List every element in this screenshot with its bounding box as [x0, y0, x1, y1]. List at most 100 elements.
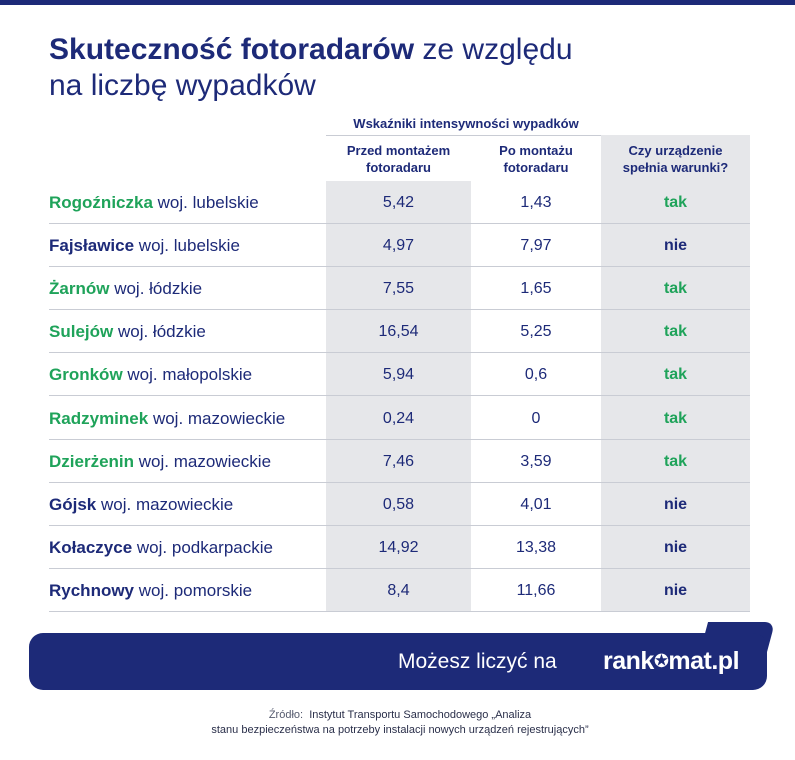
brand-logo: rank✪mat.pl: [603, 647, 740, 675]
town-name: Radzyminek: [49, 408, 149, 428]
town-name: Gójsk: [49, 494, 97, 514]
region-name: woj. podkarpackie: [136, 537, 273, 557]
column-header-condition-l2: spełnia warunki?: [622, 160, 729, 175]
row-divider: [49, 610, 750, 612]
value-before: 4,97: [382, 237, 415, 255]
column-header-after-l2: fotoradaru: [503, 160, 569, 175]
table-row: Kołaczyce woj. podkarpackie 14,92 13,38 nie: [49, 526, 750, 569]
town-name: Dzierżenin: [49, 451, 135, 471]
town-name: Gronków: [49, 365, 123, 385]
table-row: Żarnów woj. łódzkie 7,55 1,65 tak: [49, 267, 750, 311]
meets-conditions: nie: [663, 581, 688, 599]
column-header-condition-l1: Czy urządzenie: [628, 143, 723, 158]
row-divider: [49, 309, 750, 311]
town-cell: Gójsk woj. mazowieckie: [49, 483, 233, 526]
value-before: 8,4: [387, 581, 410, 599]
row-divider: [49, 223, 750, 224]
town-name: Rogoźniczka: [49, 193, 153, 212]
column-header-after: Po montażu fotoradaru: [471, 139, 601, 179]
column-header-before-l2: fotoradaru: [366, 160, 431, 175]
logo-part-a: rank: [603, 647, 654, 675]
meets-conditions: tak: [663, 280, 688, 298]
town-name: Rychnowy: [49, 580, 135, 600]
region-name: woj. łódzkie: [114, 279, 203, 299]
table-row: Sulejów woj. łódzkie 16,54 5,25 tak: [49, 310, 750, 354]
row-divider: [49, 395, 750, 397]
value-before: 7,46: [382, 452, 415, 470]
region-name: woj. mazowieckie: [152, 408, 286, 428]
town-cell: Radzyminek woj. mazowieckie: [49, 397, 285, 440]
group-header-underline: [326, 135, 601, 136]
town-name: Kołaczyce: [49, 537, 133, 557]
column-header-condition: Czy urządzenie spełnia warunki?: [601, 135, 750, 183]
row-divider: [49, 438, 750, 440]
column-header-after-l1: Po montażu: [499, 143, 573, 158]
value-before: 14,92: [378, 538, 419, 556]
row-divider: [49, 567, 750, 569]
meets-conditions: tak: [663, 323, 688, 341]
row-divider: [49, 352, 750, 354]
page-title: Skuteczność fotoradarów ze względu na li…: [49, 32, 769, 104]
table-row: Fajsławice woj. lubelskie 4,97 7,97 nie: [49, 224, 750, 268]
column-header-before: Przed montażem fotoradaru: [326, 139, 471, 179]
value-before: 0,24: [382, 409, 415, 427]
before-column-shading: [326, 181, 471, 612]
meets-conditions: tak: [663, 366, 688, 384]
condition-column-shading: [601, 181, 750, 612]
value-after: 0: [531, 409, 541, 427]
town-cell: Rychnowy woj. pomorskie: [49, 569, 252, 612]
value-before: 5,94: [382, 366, 415, 384]
row-divider: [49, 266, 750, 268]
value-after: 3,59: [520, 452, 552, 470]
town-cell: Fajsławice woj. lubelskie: [49, 224, 240, 267]
region-name: woj. lubelskie: [138, 236, 240, 256]
meets-conditions: nie: [663, 495, 688, 513]
table-row: Gójsk woj. mazowieckie 0,58 4,01 nie: [49, 483, 750, 526]
value-after: 7,97: [520, 237, 552, 255]
value-after: 1,43: [520, 194, 552, 211]
region-name: woj. łódzkie: [117, 322, 206, 342]
table-row: Rychnowy woj. pomorskie 8,4 11,66 nie: [49, 569, 750, 612]
row-divider: [49, 481, 750, 483]
town-cell: Gronków woj. małopolskie: [49, 353, 252, 396]
group-header: Wskaźniki intensywności wypadków: [353, 116, 579, 131]
town-cell: Dzierżenin woj. mazowieckie: [49, 440, 271, 483]
value-after: 1,65: [520, 280, 552, 298]
region-name: woj. lubelskie: [157, 193, 259, 212]
value-after: 5,25: [520, 323, 552, 341]
table-row: Radzyminek woj. mazowieckie 0,24 0 tak: [49, 397, 750, 440]
region-name: woj. pomorskie: [138, 580, 253, 600]
meets-conditions: tak: [663, 194, 688, 211]
table-row: Rogoźniczka woj. lubelskie 5,42 1,43 tak: [49, 181, 750, 224]
table-row: Dzierżenin woj. mazowieckie 7,46 3,59 tak: [49, 440, 750, 483]
town-cell: Żarnów woj. łódzkie: [49, 267, 202, 310]
meets-conditions: nie: [663, 538, 688, 556]
banner-slogan: Możesz liczyć na: [398, 650, 557, 673]
source-line2: stanu bezpieczeństwa na potrzeby instala…: [211, 724, 589, 736]
column-header-before-l1: Przed montażem: [346, 143, 451, 158]
town-cell: Sulejów woj. łódzkie: [49, 310, 206, 353]
region-name: woj. mazowieckie: [138, 451, 272, 471]
top-accent-bar: [0, 0, 795, 5]
meets-conditions: nie: [663, 237, 688, 255]
value-before: 16,54: [378, 323, 419, 341]
value-after: 13,38: [515, 538, 557, 556]
source-note: Źródło: Instytut Transportu Samochodoweg…: [100, 708, 700, 738]
source-line1: Instytut Transportu Samochodowego „Anali…: [309, 709, 532, 721]
region-name: woj. małopolskie: [127, 365, 253, 385]
brand-banner: [29, 633, 767, 690]
value-before: 5,42: [382, 194, 415, 211]
value-after: 0,6: [524, 366, 548, 384]
value-after: 11,66: [516, 581, 556, 599]
logo-star-icon: ✪: [653, 651, 669, 671]
town-cell: Kołaczyce woj. podkarpackie: [49, 526, 273, 569]
value-before: 0,58: [382, 495, 415, 513]
value-before: 7,55: [382, 280, 415, 298]
town-name: Sulejów: [49, 322, 114, 342]
logo-part-b: mat.pl: [668, 647, 740, 675]
region-name: woj. mazowieckie: [100, 494, 234, 514]
table-row: Gronków woj. małopolskie 5,94 0,6 tak: [49, 353, 750, 397]
row-divider: [49, 524, 750, 526]
meets-conditions: tak: [663, 409, 688, 427]
town-name: Fajsławice: [49, 236, 135, 256]
